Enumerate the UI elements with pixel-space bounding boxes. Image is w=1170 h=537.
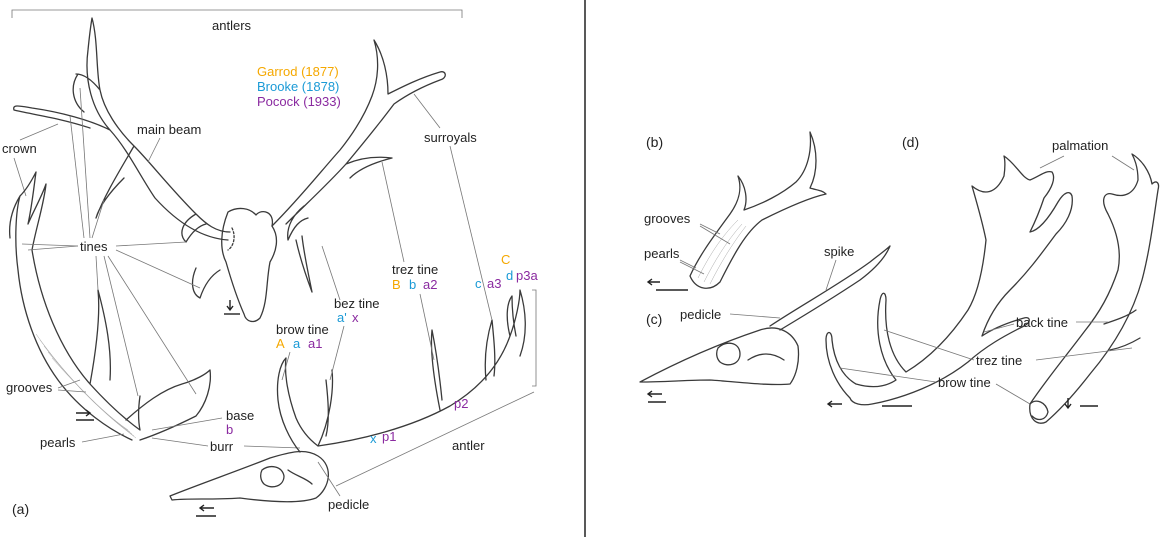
code-beam-brooke-x: x (370, 431, 377, 446)
label-main-beam: main beam (137, 122, 201, 137)
grooves-pattern (35, 333, 137, 439)
panel-d: (d) palmation back tine trez tine brow t… (825, 134, 1160, 424)
code-beam-pocock-p2: p2 (454, 396, 468, 411)
spike-c (769, 245, 891, 331)
code-bez-brooke: a' (337, 310, 347, 325)
grooves-pattern-b (697, 219, 747, 285)
label-burr: burr (210, 439, 234, 454)
code-beam-pocock-p1: p1 (382, 429, 396, 444)
label-antler: antler (452, 438, 485, 453)
burr-d (1029, 400, 1049, 421)
label-palmation: palmation (1052, 138, 1108, 153)
side-antler-left (8, 171, 212, 441)
label-spike: spike (824, 244, 854, 259)
skull-front (221, 207, 278, 323)
label-base: base (226, 408, 254, 423)
code-crown-pocock-a3: a3 (487, 276, 501, 291)
label-brow-tine: brow tine (276, 322, 329, 337)
panel-b: (b) grooves pearls (644, 131, 827, 291)
code-trez-garrod: B (392, 277, 401, 292)
label-pearls-b: pearls (644, 246, 680, 261)
label-pedicle-a: pedicle (328, 497, 369, 512)
label-trez-tine: trez tine (392, 262, 438, 277)
front-antler-right (271, 39, 446, 293)
code-trez-pocock: a2 (423, 277, 437, 292)
label-brow-tine-d: brow tine (938, 375, 991, 390)
code-base-brooke: b (226, 422, 233, 437)
label-grooves-b: grooves (644, 211, 691, 226)
label-grooves: grooves (6, 380, 53, 395)
code-brow-brooke: a (293, 336, 301, 351)
code-crown-brooke-d: d (506, 268, 513, 283)
skull-c (639, 327, 800, 386)
label-pearls: pearls (40, 435, 76, 450)
side-antler-right (276, 289, 526, 453)
palmate-antler-right (1029, 153, 1160, 424)
panel-label-a: (a) (12, 501, 29, 517)
spike-antler-b (689, 131, 827, 289)
legend-garrod: Garrod (1877) (257, 64, 339, 79)
label-crown: crown (2, 141, 37, 156)
front-antler-left (13, 17, 231, 299)
panel-label-d: (d) (902, 134, 919, 150)
code-crown-brooke-c: c (475, 276, 482, 291)
panel-c: (c) spike pedicle (639, 244, 891, 403)
legend-pocock: Pocock (1933) (257, 94, 341, 109)
side-skull (169, 450, 329, 503)
code-brow-pocock: a1 (308, 336, 322, 351)
label-surroyals: surroyals (424, 130, 477, 145)
code-trez-brooke: b (409, 277, 416, 292)
antlers-bracket (11, 9, 463, 18)
legend-brooke: Brooke (1878) (257, 79, 339, 94)
label-bez-tine: bez tine (334, 296, 380, 311)
palmate-antler-left (825, 155, 1073, 406)
panel-label-b: (b) (646, 134, 663, 150)
code-crown-garrod: C (501, 252, 510, 267)
panel-a: antlers Garrod (1877) Brooke (1878) Poco… (2, 9, 538, 517)
label-antlers: antlers (212, 18, 252, 33)
label-pedicle-c: pedicle (680, 307, 721, 322)
label-tines: tines (80, 239, 108, 254)
code-brow-garrod: A (276, 336, 285, 351)
code-bez-pocock: x (352, 310, 359, 325)
burr-left (227, 227, 235, 251)
panel-label-c: (c) (646, 311, 662, 327)
label-trez-tine-d: trez tine (976, 353, 1022, 368)
label-back-tine: back tine (1016, 315, 1068, 330)
code-crown-pocock-p3: p3a (516, 268, 538, 283)
